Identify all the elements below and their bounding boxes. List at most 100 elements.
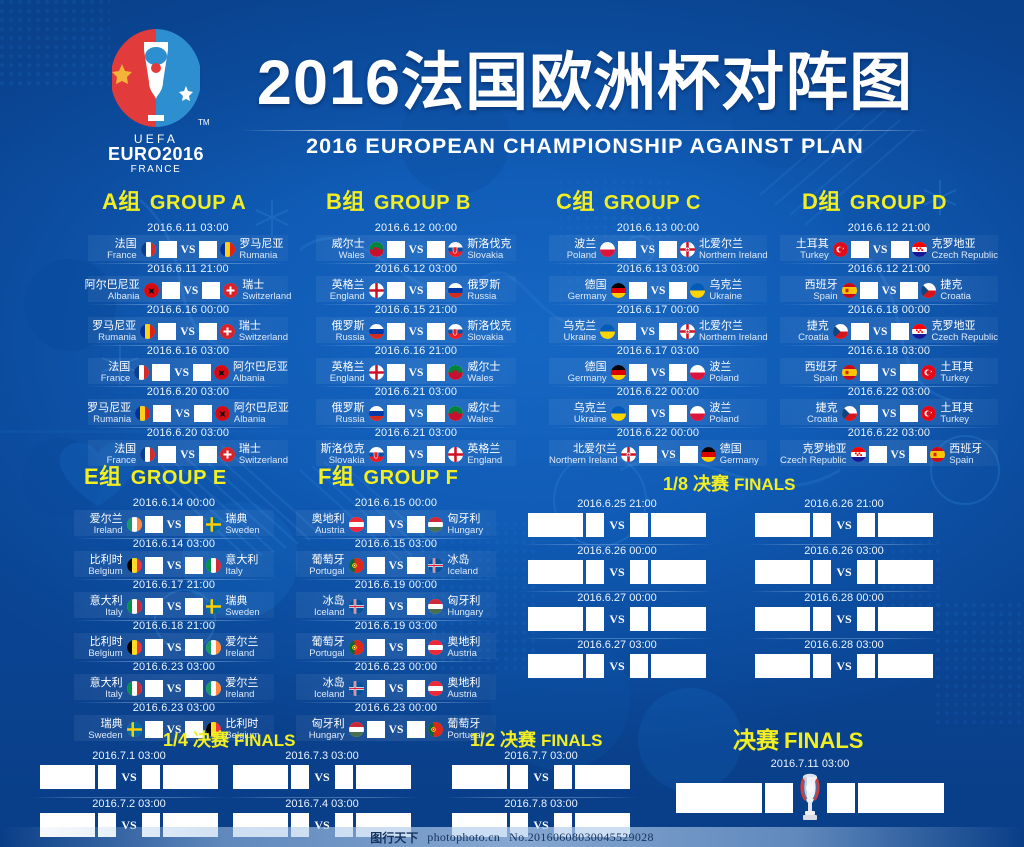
- round-of-16-home-team-slot[interactable]: [755, 560, 811, 584]
- round-of-16-away-score-slot[interactable]: [629, 560, 649, 584]
- away-score-slot[interactable]: [900, 282, 919, 299]
- final-home-team-slot[interactable]: [676, 783, 762, 813]
- quarter-final-away-score-slot[interactable]: [334, 765, 354, 789]
- away-score-slot[interactable]: [185, 680, 204, 697]
- round-of-16-away-score-slot[interactable]: [629, 513, 649, 537]
- round-of-16-away-team-slot[interactable]: [650, 513, 706, 537]
- home-score-slot[interactable]: [859, 282, 878, 299]
- away-score-slot[interactable]: [900, 364, 919, 381]
- round-of-16-home-score-slot[interactable]: [585, 560, 605, 584]
- home-score-slot[interactable]: [366, 680, 385, 697]
- home-score-slot[interactable]: [144, 557, 163, 574]
- round-of-16-home-score-slot[interactable]: [812, 513, 832, 537]
- home-score-slot[interactable]: [366, 516, 385, 533]
- home-score-slot[interactable]: [161, 282, 180, 299]
- round-of-16-away-score-slot[interactable]: [629, 607, 649, 631]
- away-score-slot[interactable]: [669, 364, 688, 381]
- away-score-slot[interactable]: [193, 405, 212, 422]
- away-score-slot[interactable]: [407, 516, 426, 533]
- home-score-slot[interactable]: [366, 557, 385, 574]
- home-score-slot[interactable]: [618, 323, 637, 340]
- away-score-slot[interactable]: [427, 241, 446, 258]
- round-of-16-home-team-slot[interactable]: [528, 560, 584, 584]
- away-score-slot[interactable]: [407, 639, 426, 656]
- home-score-slot[interactable]: [144, 721, 163, 738]
- home-score-slot[interactable]: [386, 323, 405, 340]
- final-away-team-slot[interactable]: [858, 783, 944, 813]
- away-score-slot[interactable]: [891, 323, 910, 340]
- round-of-16-home-team-slot[interactable]: [755, 513, 811, 537]
- home-score-slot[interactable]: [639, 446, 657, 463]
- home-score-slot[interactable]: [386, 405, 405, 422]
- away-score-slot[interactable]: [193, 364, 211, 381]
- home-score-slot[interactable]: [158, 323, 177, 340]
- away-score-slot[interactable]: [427, 282, 446, 299]
- round-of-16-away-score-slot[interactable]: [856, 560, 876, 584]
- round-of-16-home-score-slot[interactable]: [812, 607, 832, 631]
- home-score-slot[interactable]: [144, 516, 163, 533]
- round-of-16-home-team-slot[interactable]: [528, 654, 584, 678]
- round-of-16-away-team-slot[interactable]: [650, 654, 706, 678]
- round-of-16-home-team-slot[interactable]: [528, 513, 584, 537]
- away-score-slot[interactable]: [185, 598, 204, 615]
- away-score-slot[interactable]: [198, 446, 217, 463]
- round-of-16-away-team-slot[interactable]: [650, 560, 706, 584]
- final-away-score-slot[interactable]: [827, 783, 855, 813]
- away-score-slot[interactable]: [679, 446, 698, 463]
- quarter-final-home-team-slot[interactable]: [40, 765, 96, 789]
- round-of-16-away-team-slot[interactable]: [877, 560, 933, 584]
- away-score-slot[interactable]: [185, 721, 204, 738]
- home-score-slot[interactable]: [628, 405, 647, 422]
- home-score-slot[interactable]: [144, 598, 163, 615]
- round-of-16-away-score-slot[interactable]: [856, 607, 876, 631]
- home-score-slot[interactable]: [618, 241, 637, 258]
- semi-final-home-score-slot[interactable]: [509, 765, 529, 789]
- away-score-slot[interactable]: [185, 639, 204, 656]
- round-of-16-away-score-slot[interactable]: [856, 654, 876, 678]
- round-of-16-away-score-slot[interactable]: [856, 513, 876, 537]
- home-score-slot[interactable]: [386, 364, 405, 381]
- quarter-final-away-team-slot[interactable]: [355, 765, 411, 789]
- away-score-slot[interactable]: [427, 364, 446, 381]
- semi-final-away-score-slot[interactable]: [553, 765, 573, 789]
- away-score-slot[interactable]: [669, 282, 688, 299]
- round-of-16-home-team-slot[interactable]: [528, 607, 584, 631]
- quarter-final-home-team-slot[interactable]: [233, 765, 289, 789]
- away-score-slot[interactable]: [198, 323, 217, 340]
- round-of-16-home-score-slot[interactable]: [585, 607, 605, 631]
- home-score-slot[interactable]: [859, 364, 878, 381]
- away-score-slot[interactable]: [185, 516, 204, 533]
- away-score-slot[interactable]: [891, 241, 910, 258]
- away-score-slot[interactable]: [900, 405, 919, 422]
- round-of-16-away-score-slot[interactable]: [629, 654, 649, 678]
- away-score-slot[interactable]: [407, 598, 426, 615]
- away-score-slot[interactable]: [909, 446, 928, 463]
- home-score-slot[interactable]: [158, 241, 177, 258]
- away-score-slot[interactable]: [407, 721, 426, 738]
- away-score-slot[interactable]: [202, 282, 221, 299]
- home-score-slot[interactable]: [386, 446, 405, 463]
- away-score-slot[interactable]: [427, 405, 446, 422]
- round-of-16-away-team-slot[interactable]: [650, 607, 706, 631]
- home-score-slot[interactable]: [386, 282, 405, 299]
- semi-final-home-team-slot[interactable]: [452, 765, 508, 789]
- away-score-slot[interactable]: [427, 446, 446, 463]
- round-of-16-away-team-slot[interactable]: [877, 607, 933, 631]
- home-score-slot[interactable]: [628, 282, 647, 299]
- home-score-slot[interactable]: [859, 405, 878, 422]
- away-score-slot[interactable]: [407, 557, 426, 574]
- round-of-16-home-team-slot[interactable]: [755, 654, 811, 678]
- home-score-slot[interactable]: [366, 721, 385, 738]
- round-of-16-away-team-slot[interactable]: [877, 654, 933, 678]
- home-score-slot[interactable]: [628, 364, 647, 381]
- home-score-slot[interactable]: [366, 639, 385, 656]
- away-score-slot[interactable]: [669, 405, 688, 422]
- away-score-slot[interactable]: [427, 323, 446, 340]
- home-score-slot[interactable]: [152, 364, 171, 381]
- home-score-slot[interactable]: [850, 241, 869, 258]
- home-score-slot[interactable]: [153, 405, 172, 422]
- round-of-16-home-score-slot[interactable]: [585, 513, 605, 537]
- home-score-slot[interactable]: [868, 446, 887, 463]
- round-of-16-home-team-slot[interactable]: [755, 607, 811, 631]
- round-of-16-home-score-slot[interactable]: [812, 560, 832, 584]
